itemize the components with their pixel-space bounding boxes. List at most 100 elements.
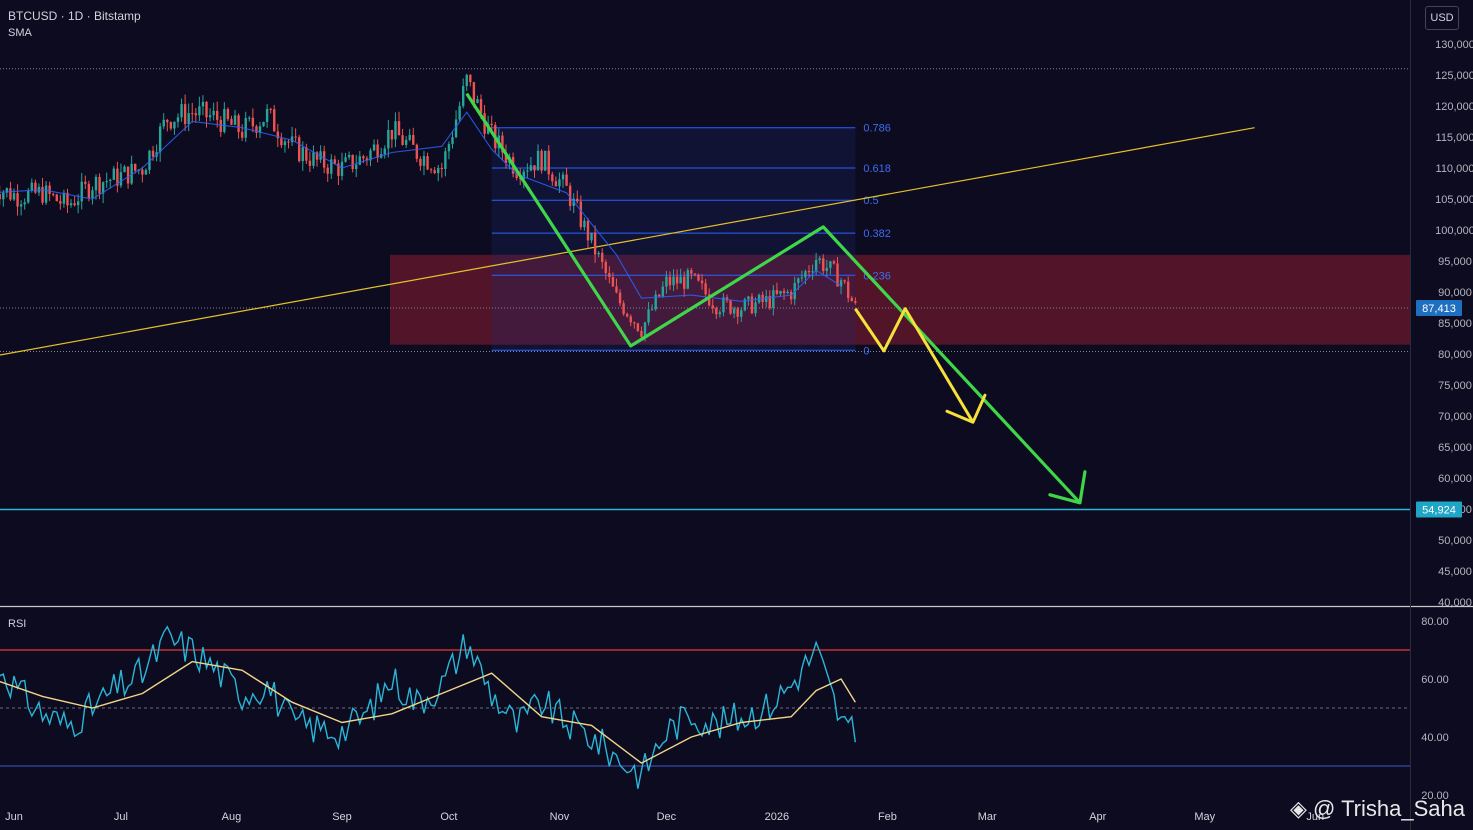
rsi-tick-label: 20.00	[1421, 790, 1449, 802]
candle	[811, 264, 814, 280]
currency-button[interactable]: USD	[1425, 6, 1459, 30]
candle	[333, 155, 337, 165]
candle	[340, 152, 344, 181]
candle	[422, 150, 426, 176]
candle	[640, 326, 643, 340]
candle	[711, 298, 714, 314]
candle	[618, 289, 622, 307]
candle	[12, 188, 16, 202]
candle	[76, 194, 80, 214]
candle	[141, 166, 144, 183]
candle	[251, 108, 255, 133]
time-tick-label: Jun	[5, 811, 23, 823]
binance-icon: ◈	[1289, 796, 1307, 821]
candle	[654, 290, 657, 312]
price-tick-label: 95,000	[1438, 256, 1472, 268]
candle	[191, 102, 194, 123]
fib-level-label: 0.618	[863, 163, 891, 175]
candle	[219, 115, 222, 137]
price-tick-label: 80,000	[1438, 349, 1472, 361]
price-tick-label: 85,000	[1438, 318, 1472, 330]
candle	[732, 306, 736, 319]
candle	[533, 165, 536, 178]
candle	[223, 102, 226, 134]
time-tick-label: Apr	[1089, 811, 1106, 823]
symbol-title: BTCUSD · 1D · Bitstamp	[8, 9, 141, 23]
rsi-tick-label: 40.00	[1421, 732, 1449, 744]
candle	[754, 297, 757, 317]
rsi-label: RSI	[8, 618, 27, 630]
candle	[551, 171, 554, 186]
candle	[387, 120, 390, 158]
time-tick-label: Feb	[878, 811, 897, 823]
candle	[337, 159, 340, 185]
rsi-ma-line	[0, 660, 856, 764]
price-tick-label: 130,000	[1435, 39, 1473, 51]
projection-yellow-arrowhead	[945, 393, 987, 424]
candle	[679, 268, 682, 284]
candle	[144, 168, 148, 175]
candle	[675, 269, 679, 290]
candle	[426, 152, 429, 171]
candle	[447, 141, 451, 160]
target-price-label-bg	[1416, 501, 1462, 518]
projection-yellow-line	[854, 307, 975, 423]
candle	[775, 282, 779, 296]
time-tick-label: Jun	[1306, 811, 1324, 823]
candle	[397, 111, 401, 136]
candle	[173, 121, 176, 135]
candle	[615, 278, 618, 294]
price-tick-label: 100,000	[1435, 225, 1473, 237]
rsi-line	[0, 625, 857, 789]
price-tick-label: 70,000	[1438, 411, 1472, 423]
target-price-label: 54,924	[1422, 504, 1456, 516]
candle	[123, 164, 126, 173]
candle	[832, 259, 836, 265]
candle	[116, 161, 119, 193]
candle	[683, 271, 686, 297]
candle	[351, 154, 354, 173]
candle	[312, 145, 315, 169]
candle	[604, 259, 607, 280]
candle	[305, 143, 308, 164]
candle	[369, 148, 372, 167]
candle	[216, 101, 219, 128]
candle	[394, 112, 397, 148]
candle	[750, 293, 754, 315]
candle	[273, 105, 276, 132]
price-tick-label: 60,000	[1438, 473, 1472, 485]
candle	[66, 188, 69, 214]
price-tick-label: 105,000	[1435, 194, 1473, 206]
candle	[322, 145, 326, 174]
candle	[240, 124, 244, 141]
candle	[69, 199, 73, 208]
price-tick-label: 120,000	[1435, 101, 1473, 113]
candle	[461, 78, 465, 109]
candle	[290, 126, 294, 146]
candle	[779, 290, 782, 297]
candle	[647, 302, 650, 326]
candle	[661, 281, 665, 298]
time-tick-label: Nov	[550, 811, 570, 823]
candle	[109, 178, 112, 189]
candle	[262, 121, 265, 127]
candle	[458, 101, 461, 122]
candle	[62, 189, 66, 208]
candle	[419, 156, 422, 171]
candle	[843, 279, 846, 285]
time-tick-label: Jul	[114, 811, 128, 823]
candle	[697, 273, 700, 282]
candle	[91, 186, 94, 205]
candle	[772, 285, 775, 316]
price-tick-label: 115,000	[1436, 132, 1473, 144]
candle	[690, 267, 693, 280]
candle	[437, 164, 440, 182]
candle	[298, 135, 301, 163]
watermark-text: @ Trisha_Saha	[1313, 796, 1465, 821]
candle	[536, 144, 540, 171]
candle	[0, 185, 1, 205]
candle	[850, 295, 853, 302]
candle	[16, 184, 19, 216]
